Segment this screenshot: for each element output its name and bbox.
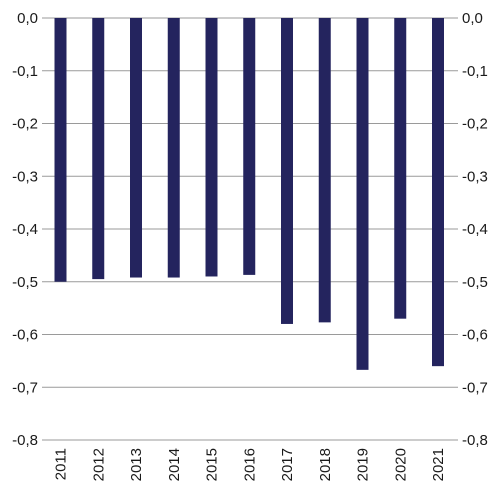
y-tick-label-right: -0,2: [462, 116, 488, 133]
y-tick-label-left: -0,1: [12, 63, 38, 80]
x-tick-label: 2020: [392, 448, 409, 481]
y-axis-right: 0,0 -0,1 -0,2 -0,3 -0,4 -0,5 -0,6 -0,7 -0,8: [462, 10, 488, 449]
bar-2014: [167, 18, 180, 278]
y-tick-label-right: -0,1: [462, 63, 488, 80]
bar-2017: [281, 18, 293, 324]
x-tick-label: 2011: [53, 448, 70, 480]
x-tick-label: 2016: [241, 448, 258, 481]
x-tick-label: 2017: [279, 448, 296, 481]
y-tick-label-right: -0,7: [462, 379, 488, 396]
y-tick-label-right: -0,3: [462, 168, 488, 185]
y-tick-label-left: -0,2: [12, 116, 38, 133]
bar-2011: [54, 18, 67, 282]
bar-2015: [205, 18, 218, 277]
bar-2012: [92, 18, 105, 280]
y-tick-label-left: -0,6: [12, 327, 38, 344]
bar-2016: [243, 18, 256, 275]
bar-2020: [394, 18, 407, 319]
y-tick-label-right: -0,5: [462, 274, 488, 291]
y-tick-label-left: -0,4: [12, 221, 38, 238]
x-tick-label: 2018: [317, 448, 334, 481]
y-tick-label-right: 0,0: [462, 10, 483, 27]
bars: [54, 18, 444, 370]
y-tick-label-left: 0,0: [17, 10, 38, 27]
bar-2013: [130, 18, 142, 278]
x-tick-label: 2012: [90, 448, 107, 481]
x-axis-labels: 2011 2012 2013 2014 2015 2016 2017 2018 2019 2020…: [53, 448, 448, 481]
y-tick-label-right: -0,8: [462, 432, 488, 449]
y-tick-label-right: -0,4: [462, 221, 488, 238]
y-tick-label-left: -0,3: [12, 168, 38, 185]
x-tick-label: 2019: [355, 448, 372, 481]
bar-2019: [356, 18, 369, 370]
y-tick-label-right: -0,6: [462, 327, 488, 344]
y-tick-label-left: -0,7: [12, 379, 38, 396]
y-tick-label-left: -0,8: [12, 432, 38, 449]
x-tick-label: 2014: [166, 448, 183, 481]
x-tick-label: 2015: [204, 448, 221, 481]
x-tick-label: 2013: [128, 448, 145, 481]
x-tick-label: 2021: [430, 448, 447, 481]
bar-2021: [432, 18, 444, 367]
y-axis-left: 0,0 -0,1 -0,2 -0,3 -0,4 -0,5 -0,6 -0,7 -0,8: [12, 10, 38, 449]
bar-2018: [318, 18, 331, 323]
y-tick-label-left: -0,5: [12, 274, 38, 291]
